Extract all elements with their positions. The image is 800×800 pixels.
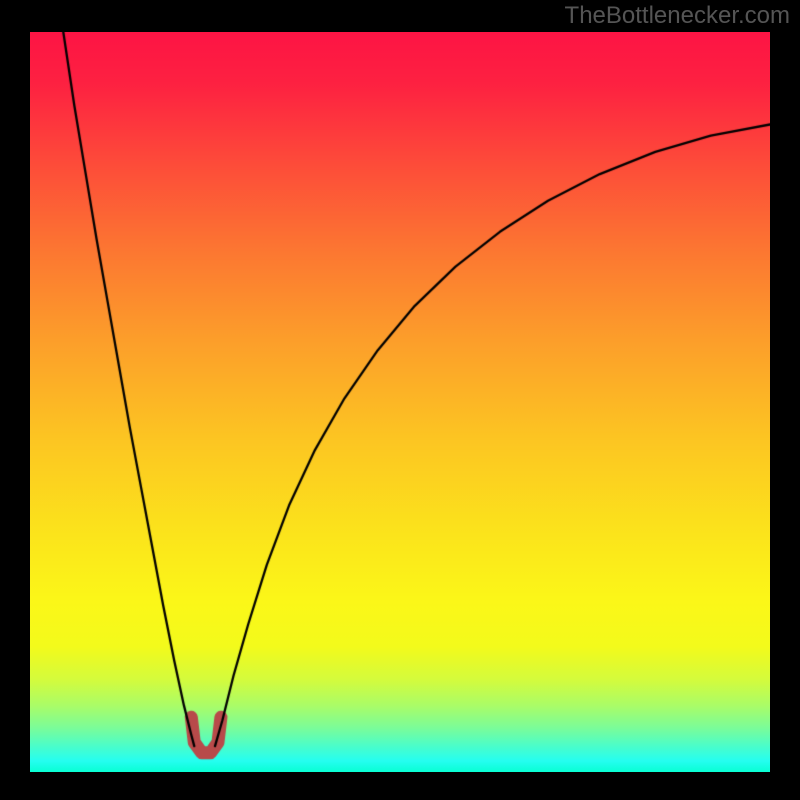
plot-canvas	[30, 32, 770, 772]
bottleneck-plot	[30, 32, 770, 772]
stage: TheBottlenecker.com	[0, 0, 800, 800]
attribution-text: TheBottlenecker.com	[565, 4, 790, 28]
